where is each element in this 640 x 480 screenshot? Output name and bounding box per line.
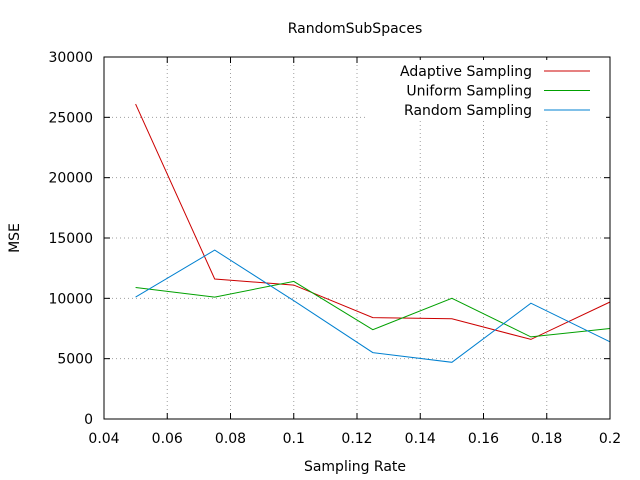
y-tick-label: 0 xyxy=(84,412,93,428)
y-tick-label: 30000 xyxy=(48,50,93,66)
legend-label: Uniform Sampling xyxy=(406,84,532,100)
y-axis-label: MSE xyxy=(7,223,23,253)
series-line-adaptive-sampling xyxy=(135,103,611,340)
y-tick-label: 5000 xyxy=(57,352,93,368)
y-tick-label: 25000 xyxy=(48,110,93,126)
x-tick-label: 0.04 xyxy=(88,431,119,447)
y-tick-label: 10000 xyxy=(48,291,93,307)
series-lines xyxy=(135,103,611,363)
x-tick-label: 0.08 xyxy=(215,431,246,447)
x-tick-label: 0.16 xyxy=(468,431,499,447)
legend-label: Random Sampling xyxy=(404,103,532,119)
chart-title: RandomSubSpaces xyxy=(288,21,423,37)
series-line-uniform-sampling xyxy=(135,280,611,338)
x-tick-label: 0.06 xyxy=(152,431,183,447)
series-line-random-sampling xyxy=(135,249,611,363)
legend: Adaptive Sampling Uniform Sampling Random … xyxy=(368,60,606,120)
x-tick-label: 0.12 xyxy=(341,431,372,447)
x-tick-label: 0.18 xyxy=(531,431,562,447)
y-tick-label: 15000 xyxy=(48,231,93,247)
x-tick-label: 0.14 xyxy=(405,431,436,447)
y-tick-label: 20000 xyxy=(48,171,93,187)
x-tick-label: 0.1 xyxy=(283,431,305,447)
axis-ticks: 0.04 0.06 0.08 0.1 0.12 0.14 0.16 0.18 0.2 0 5000 1… xyxy=(48,50,621,447)
x-axis-label: Sampling Rate xyxy=(304,459,406,475)
legend-label: Adaptive Sampling xyxy=(400,64,532,80)
x-tick-label: 0.2 xyxy=(599,431,621,447)
